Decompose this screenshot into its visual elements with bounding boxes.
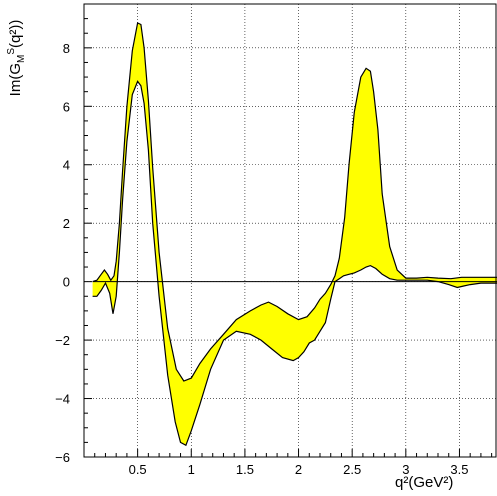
x-tick-label: 1 — [188, 462, 195, 477]
x-axis-title: q²(GeV²) — [395, 474, 453, 491]
lower-bound-curve — [92, 80, 497, 447]
y-axis-title: Im(GMS(q²)) — [6, 20, 27, 97]
upper-bound-curve — [92, 22, 497, 382]
plot-frame — [83, 3, 497, 458]
y-tick-label: 2 — [63, 216, 70, 231]
y-tick-label: 8 — [63, 41, 70, 56]
y-axis-title-sup: S — [6, 48, 17, 55]
x-tick-label: 0.5 — [129, 462, 147, 477]
y-axis-title-tail: (q²)) — [7, 20, 24, 48]
y-tick-label: 6 — [63, 99, 70, 114]
y-tick-label: −6 — [55, 450, 70, 465]
y-tick-label: 4 — [63, 158, 70, 173]
y-axis-title-main: Im(G — [7, 63, 24, 96]
x-tick-label: 3 — [402, 462, 409, 477]
x-tick-label: 3.5 — [450, 462, 468, 477]
x-tick-labels: 0.5 1 1.5 2 2.5 3 3.5 — [129, 462, 469, 477]
y-tick-label: 0 — [63, 275, 70, 290]
y-tick-label: −4 — [55, 392, 70, 407]
y-axis-title-sub: M — [16, 55, 27, 63]
x-tick-label: 2 — [295, 462, 302, 477]
y-tick-labels: −6 −4 −2 0 2 4 6 8 — [55, 41, 70, 465]
y-tick-label: −2 — [55, 333, 70, 348]
axis-ticks — [84, 3, 493, 458]
x-tick-label: 2.5 — [343, 462, 361, 477]
uncertainty-band — [92, 23, 497, 446]
x-tick-label: 1.5 — [236, 462, 254, 477]
